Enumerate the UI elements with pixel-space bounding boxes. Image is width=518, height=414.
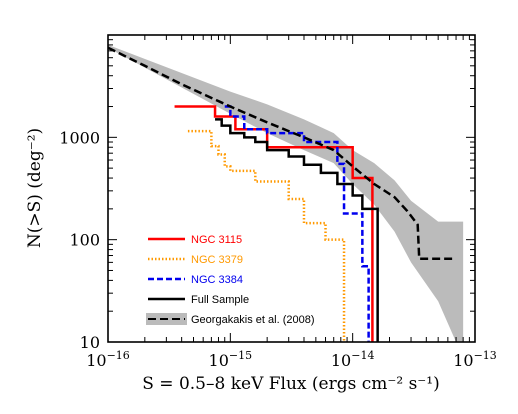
x-tick-label: 10−13 xyxy=(453,349,497,370)
series-line-full-sample xyxy=(215,118,379,342)
x-axis-label: S = 0.5–8 keV Flux (ergs cm⁻² s⁻¹) xyxy=(142,374,439,394)
y-tick-label: 100 xyxy=(69,231,100,250)
x-tick-label: 10−16 xyxy=(86,349,130,370)
legend: NGC 3115 NGC 3379 NGC 3384 Full Sample G… xyxy=(146,234,315,326)
georgakakis-uncertainty-band xyxy=(108,44,464,343)
legend-label-georgakakis: Georgakakis et al. (2008) xyxy=(191,314,315,326)
y-tick-label: 1000 xyxy=(59,128,100,147)
x-tick-label: 10−14 xyxy=(331,349,375,370)
legend-label-full-sample: Full Sample xyxy=(191,294,249,306)
plot-frame xyxy=(107,34,476,343)
series-line-georgakakis-et-al-2008 xyxy=(107,46,457,261)
series-line-ngc-3384 xyxy=(224,105,370,342)
axis-ticks xyxy=(107,35,476,343)
y-axis-label: N(>S) (deg⁻²) xyxy=(25,128,45,248)
legend-entry-full-sample: Full Sample xyxy=(148,294,249,306)
x-tick-label: 10−15 xyxy=(209,349,253,370)
series-line-ngc-3115 xyxy=(174,105,374,342)
legend-entry-ngc3384: NGC 3384 xyxy=(148,274,243,286)
legend-label-ngc3115: NGC 3115 xyxy=(191,234,242,246)
tick-labels: 10−16 10−15 10−14 10−13 10 100 1000 xyxy=(59,128,497,370)
legend-entry-ngc3379: NGC 3379 xyxy=(148,254,243,266)
legend-label-ngc3384: NGC 3384 xyxy=(191,274,243,286)
band-georgakakis-et-al-2008 xyxy=(108,44,464,343)
y-tick-label: 10 xyxy=(80,333,100,352)
series-lines xyxy=(107,46,457,342)
legend-entry-ngc3115: NGC 3115 xyxy=(148,234,242,246)
legend-entry-georgakakis: Georgakakis et al. (2008) xyxy=(146,313,315,326)
series-line-ngc-3379 xyxy=(187,129,346,342)
legend-label-ngc3379: NGC 3379 xyxy=(191,254,243,266)
